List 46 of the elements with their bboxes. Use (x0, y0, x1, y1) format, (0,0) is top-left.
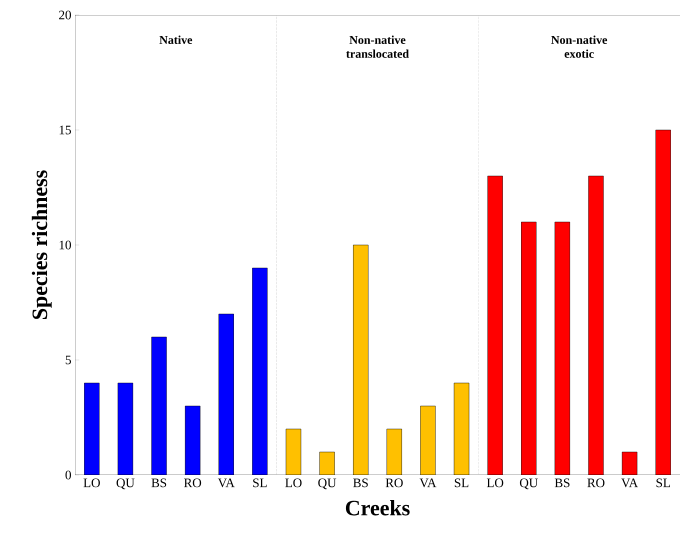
bar (185, 406, 200, 475)
y-tick-label: 0 (66, 470, 71, 480)
y-tick-label: 5 (66, 356, 71, 364)
y-tick-label: 20 (59, 10, 71, 20)
bar (656, 130, 671, 475)
bar (588, 176, 604, 475)
x-tick-label: LO (486, 478, 504, 488)
bar (386, 429, 402, 475)
x-tick-label: QU (520, 478, 538, 490)
text: Non-native exotic (551, 36, 608, 58)
x-tick-label: VA (621, 478, 638, 488)
bar (521, 222, 536, 475)
bar (420, 406, 436, 475)
x-tick-label: BS (151, 478, 166, 488)
bar (488, 176, 503, 475)
bar (84, 382, 100, 475)
bar (353, 244, 368, 475)
bar (252, 268, 268, 475)
text: Non-native translocated (346, 36, 409, 58)
x-tick-label: BS (353, 478, 368, 488)
x-tick-label: VA (218, 478, 235, 488)
text: Native (159, 36, 192, 44)
x-tick-label: RO (587, 478, 604, 488)
x-tick-label: RO (184, 478, 202, 488)
x-tick-label: SL (656, 478, 670, 488)
y-tick-label: 15 (60, 126, 71, 134)
bar (152, 336, 167, 475)
y-axis-title: Species richness (32, 170, 52, 320)
x-tick-label: QU (116, 478, 134, 490)
bar (286, 429, 301, 475)
bar (554, 222, 570, 475)
bar (622, 452, 638, 475)
x-axis-title: Creeks (346, 500, 410, 516)
x-tick-label: SL (253, 478, 267, 488)
x-tick-label: QU (318, 478, 336, 490)
bar (320, 452, 335, 475)
bar (218, 314, 234, 475)
bar (454, 382, 470, 475)
bar (118, 382, 133, 475)
x-tick-label: LO (285, 478, 302, 488)
x-tick-label: VA (420, 478, 436, 488)
x-tick-label: RO (386, 478, 403, 488)
x-tick-label: LO (84, 478, 100, 488)
x-tick-label: SL (454, 478, 468, 488)
y-tick-label: 10 (60, 240, 71, 250)
x-tick-label: BS (554, 478, 570, 488)
